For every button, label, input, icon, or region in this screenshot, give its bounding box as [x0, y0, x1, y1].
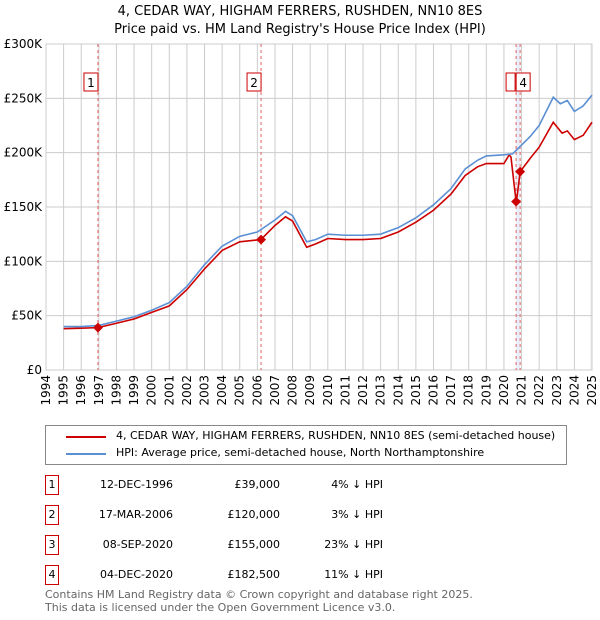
- sale-row: 3 08-SEP-2020 £155,000 23% ↓ HPI: [45, 535, 505, 555]
- x-tick-label: 2021: [515, 375, 529, 406]
- sale-price: £120,000: [227, 508, 281, 521]
- sale-point: [515, 166, 526, 177]
- y-tick-label: £300K: [4, 37, 44, 51]
- x-tick-label: 2003: [198, 375, 212, 406]
- x-tick-label: 2020: [497, 375, 511, 406]
- sale-label: 2: [250, 76, 258, 90]
- sale-point: [256, 234, 267, 245]
- sale-label: 4: [519, 76, 527, 90]
- x-tick-label: 2007: [268, 375, 282, 406]
- sale-row: 1 12-DEC-1996 £39,000 4% ↓ HPI: [45, 475, 505, 495]
- legend-hpi-swatch: [66, 453, 106, 455]
- sale-label-box: [515, 72, 531, 92]
- x-tick-label: 1996: [74, 375, 88, 406]
- property-price-line: [63, 120, 593, 330]
- x-tick-label: 2024: [567, 375, 581, 406]
- sale-number-badge: 2: [45, 505, 59, 525]
- sale-price: £39,000: [234, 478, 281, 491]
- sale-price: £182,500: [227, 568, 281, 581]
- footer: Contains HM Land Registry data © Crown c…: [45, 588, 473, 614]
- sale-row: 4 04-DEC-2020 £182,500 11% ↓ HPI: [45, 565, 505, 585]
- x-tick-label: 2017: [444, 375, 458, 406]
- legend: 4, CEDAR WAY, HIGHAM FERRERS, RUSHDEN, N…: [45, 425, 567, 465]
- y-tick-label: £150K: [4, 200, 44, 214]
- legend-property-swatch: [66, 436, 106, 438]
- sale-price: £155,000: [227, 538, 281, 551]
- y-tick-label: £100K: [4, 254, 44, 268]
- x-tick-label: 2025: [585, 375, 599, 406]
- price-chart: 1994 1995 1996 1997 1998 1999 2000 2001 2002 2003…: [4, 37, 599, 406]
- sale-number-badge: 3: [45, 535, 59, 555]
- x-tick-label: 2004: [215, 375, 229, 406]
- chart-title: 4, CEDAR WAY, HIGHAM FERRERS, RUSHDEN, N…: [117, 4, 483, 19]
- x-tick-label: 1997: [92, 375, 106, 406]
- x-tick-label: 1995: [57, 375, 71, 406]
- sale-date: 04-DEC-2020: [99, 568, 173, 581]
- x-tick-label: 2019: [479, 375, 493, 406]
- x-tick-label: 2016: [426, 375, 440, 406]
- x-tick-label: 2011: [338, 375, 352, 406]
- legend-property-label: 4, CEDAR WAY, HIGHAM FERRERS, RUSHDEN, N…: [116, 429, 556, 442]
- footer-line-2: This data is licensed under the Open Gov…: [45, 601, 396, 614]
- x-tick-label: 2015: [409, 375, 423, 406]
- x-tick-label: 2006: [250, 375, 264, 406]
- x-tick-label: 1999: [127, 375, 141, 406]
- x-tick-label: 1998: [109, 375, 123, 406]
- x-tick-label: 2000: [145, 375, 159, 406]
- sale-label-box: [246, 72, 262, 92]
- y-tick-label: £50K: [11, 309, 43, 323]
- x-tick-label: 2012: [356, 375, 370, 406]
- x-tick-label: 2001: [162, 375, 176, 406]
- hpi-line: [63, 94, 593, 328]
- chart-subtitle: Price paid vs. HM Land Registry's House …: [114, 22, 486, 37]
- x-tick-label: 2018: [462, 375, 476, 406]
- sale-label: 1: [87, 76, 95, 90]
- sale-hpi-diff: 11% ↓ HPI: [324, 568, 383, 581]
- sale-label-box: [83, 72, 99, 92]
- legend-hpi-label: HPI: Average price, semi-detached house,…: [116, 446, 485, 459]
- x-tick-label: 1994: [39, 375, 53, 406]
- sale-hpi-diff: 3% ↓ HPI: [331, 508, 383, 521]
- x-tick-label: 2008: [286, 375, 300, 406]
- x-tick-label: 2022: [532, 375, 546, 406]
- y-tick-label: £0: [27, 363, 42, 377]
- x-tick-label: 2005: [233, 375, 247, 406]
- sale-date: 12-DEC-1996: [99, 478, 173, 491]
- footer-line-1: Contains HM Land Registry data © Crown c…: [45, 588, 473, 601]
- sale-date: 08-SEP-2020: [102, 538, 173, 551]
- sale-label-box: [505, 72, 516, 92]
- x-tick-label: 2014: [391, 375, 405, 406]
- x-tick-label: 2002: [180, 375, 194, 406]
- sale-hpi-diff: 4% ↓ HPI: [331, 478, 383, 491]
- x-tick-label: 2010: [321, 375, 335, 406]
- y-tick-label: £200K: [4, 146, 44, 160]
- sale-hpi-diff: 23% ↓ HPI: [324, 538, 383, 551]
- x-tick-label: 2009: [303, 375, 317, 406]
- sale-point: [511, 196, 522, 207]
- x-tick-label: 2023: [550, 375, 564, 406]
- sale-number-badge: 1: [45, 475, 59, 495]
- x-tick-label: 2013: [374, 375, 388, 406]
- y-tick-label: £250K: [4, 91, 44, 105]
- sale-date: 17-MAR-2006: [98, 508, 173, 521]
- sale-number-badge: 4: [45, 565, 59, 585]
- sale-row: 2 17-MAR-2006 £120,000 3% ↓ HPI: [45, 505, 505, 525]
